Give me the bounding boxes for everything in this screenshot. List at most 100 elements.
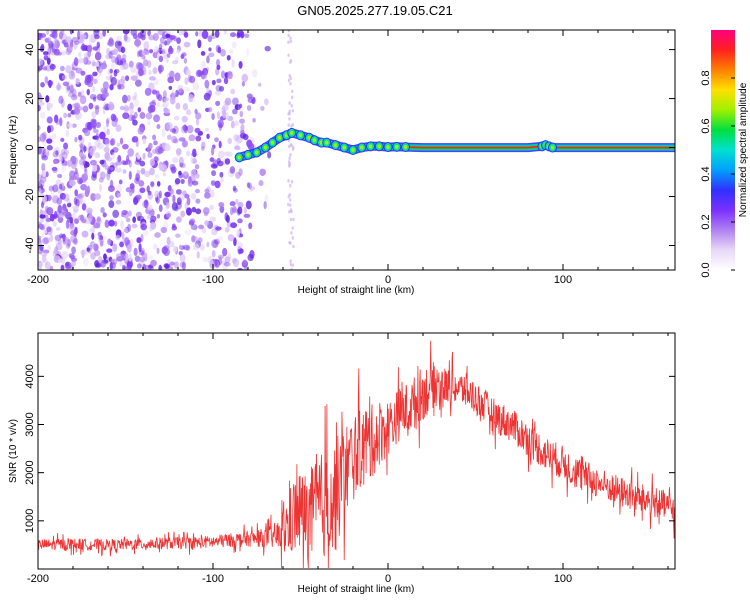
noise-speck	[182, 68, 187, 74]
noise-speck	[194, 225, 198, 232]
noise-speck	[63, 149, 69, 156]
noise-speck	[115, 35, 122, 42]
track-blob-core	[377, 144, 382, 149]
noise-speck	[220, 177, 224, 183]
noise-speck	[127, 223, 132, 232]
noise-speck	[195, 118, 200, 126]
spectrogram-noise	[38, 30, 295, 270]
noise-speck	[181, 115, 188, 123]
noise-speck	[110, 62, 116, 69]
noise-speck	[102, 60, 107, 67]
noise-speck	[224, 97, 232, 106]
noise-speck	[98, 32, 104, 40]
noise-speck	[107, 238, 112, 245]
noise-speck	[289, 217, 293, 222]
snr-x-tick-label: -200	[27, 573, 49, 585]
noise-speck	[103, 253, 107, 260]
noise-speck	[162, 90, 167, 99]
noise-speck	[136, 237, 142, 244]
noise-speck	[99, 183, 103, 192]
noise-speck	[288, 161, 291, 166]
noise-speck	[287, 40, 290, 45]
noise-speck	[181, 52, 187, 57]
noise-speck	[110, 76, 117, 86]
noise-speck	[42, 249, 50, 254]
noise-speck	[220, 70, 226, 79]
noise-speck	[105, 118, 110, 128]
noise-speck	[136, 50, 141, 58]
spectrogram-y-tick-label: 0	[24, 144, 36, 150]
colorbar-ticks: 0.0 0.2 0.4 0.6 0.8	[700, 70, 735, 278]
noise-speck	[247, 97, 255, 104]
noise-speck	[214, 137, 219, 143]
noise-speck	[164, 191, 171, 198]
noise-speck	[216, 64, 221, 71]
noise-speck	[264, 45, 271, 52]
noise-speck	[108, 51, 113, 59]
noise-speck	[41, 155, 49, 161]
spectrogram-track	[234, 127, 675, 163]
noise-speck	[46, 125, 52, 134]
noise-speck	[103, 235, 108, 241]
snr-background	[38, 333, 675, 569]
noise-speck	[153, 114, 160, 123]
noise-speck	[234, 145, 241, 151]
noise-speck	[116, 54, 122, 62]
noise-speck	[84, 189, 90, 198]
noise-speck	[58, 72, 63, 79]
noise-speck	[147, 215, 151, 220]
chart-title: GN05.2025.277.19.05.C21	[297, 3, 452, 18]
noise-speck	[83, 56, 87, 64]
noise-speck	[156, 247, 160, 254]
noise-speck	[169, 34, 176, 40]
noise-speck	[292, 244, 295, 249]
noise-speck	[203, 92, 211, 101]
noise-speck	[119, 241, 124, 248]
noise-speck	[78, 57, 84, 64]
noise-speck	[198, 30, 203, 37]
noise-speck	[166, 236, 171, 246]
noise-speck	[245, 200, 252, 210]
noise-speck	[38, 67, 41, 73]
spectrogram-y-tick-label: 40	[24, 43, 36, 55]
noise-speck	[92, 96, 97, 102]
noise-speck	[84, 161, 90, 168]
noise-speck	[204, 127, 210, 132]
noise-speck	[86, 207, 93, 214]
noise-speck	[77, 30, 81, 40]
noise-speck	[203, 70, 208, 80]
noise-speck	[62, 81, 70, 87]
noise-speck	[138, 180, 145, 187]
noise-speck	[81, 249, 85, 259]
noise-speck	[288, 117, 291, 121]
noise-speck	[138, 249, 145, 256]
noise-speck	[158, 204, 163, 212]
noise-speck	[106, 48, 111, 56]
noise-speck	[61, 164, 66, 173]
noise-speck	[141, 49, 148, 56]
noise-speck	[45, 171, 49, 178]
noise-speck	[290, 209, 293, 214]
noise-speck	[128, 60, 134, 68]
noise-speck	[97, 64, 103, 74]
noise-speck	[44, 217, 51, 224]
noise-speck	[290, 103, 293, 108]
noise-speck	[235, 171, 241, 179]
noise-speck	[46, 103, 53, 111]
noise-speck	[169, 96, 176, 105]
noise-speck	[97, 255, 103, 265]
track-blob-core	[284, 133, 289, 138]
noise-speck	[46, 226, 52, 233]
noise-speck	[240, 123, 245, 132]
noise-speck	[176, 49, 180, 54]
noise-speck	[110, 166, 114, 171]
noise-speck	[151, 89, 158, 95]
snr-x-axis-label: Height of straight line (km)	[298, 584, 415, 595]
noise-speck	[192, 243, 200, 251]
spectrogram-x-ticks: -200 -100 0 100	[27, 30, 669, 286]
noise-speck	[115, 161, 122, 166]
noise-speck	[158, 164, 164, 172]
noise-speck	[77, 91, 82, 97]
noise-speck	[176, 197, 182, 205]
noise-speck	[176, 216, 182, 223]
